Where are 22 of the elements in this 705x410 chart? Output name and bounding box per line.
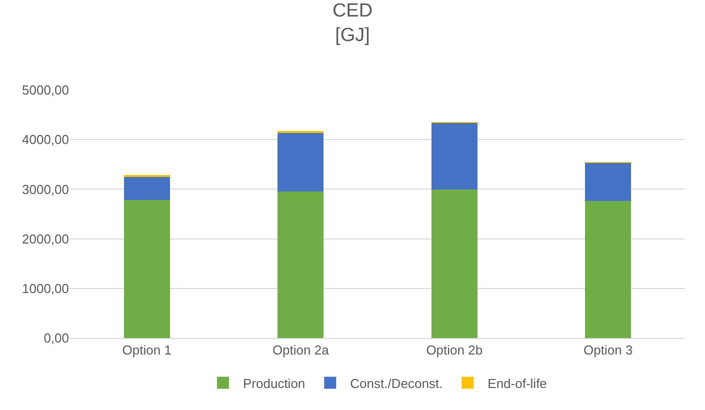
y-tick-label: 2000,00: [22, 231, 69, 246]
bar: [431, 122, 478, 190]
x-tick-label: Option 2b: [426, 342, 483, 358]
y-tick-label: 5000,00: [22, 82, 69, 98]
y-tick-label: 1000,00: [22, 280, 69, 296]
x-tick-label: Option 3: [584, 342, 633, 358]
bar: [124, 176, 170, 200]
bar: [278, 192, 324, 338]
bar: [585, 162, 632, 202]
bar: [278, 132, 324, 192]
legend-label: Const./Deconst.: [350, 376, 443, 391]
y-tick-label: 3000,00: [22, 182, 69, 197]
x-tick-label: Option 2a: [272, 342, 330, 358]
bar: [431, 190, 478, 338]
x-tick-label: Option 1: [122, 342, 172, 358]
y-tick-label: 0,00: [44, 330, 69, 346]
legend-label: End-of-life: [488, 376, 547, 391]
bar: [124, 200, 170, 338]
bar: [585, 201, 632, 338]
legend-label: Production: [243, 376, 306, 391]
chart-title: CED [GJ]: [332, 0, 373, 46]
y-tick-label: 4000,00: [22, 132, 69, 148]
